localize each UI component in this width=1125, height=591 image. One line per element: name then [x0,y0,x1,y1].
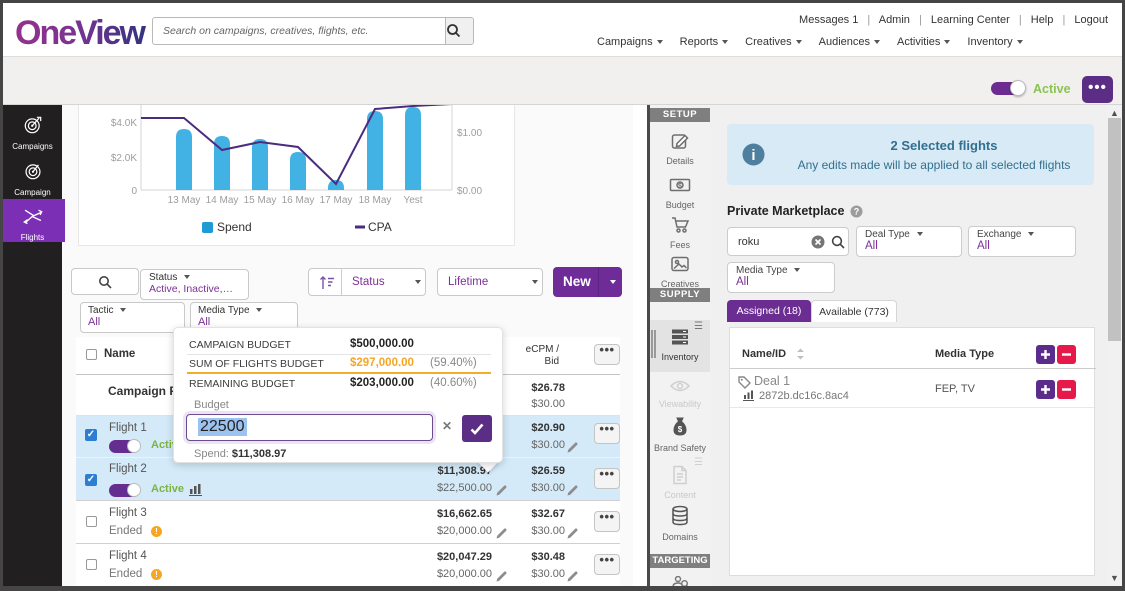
svg-text:13 May: 13 May [168,195,201,206]
svg-text:16 May: 16 May [282,195,315,206]
svg-text:$0.00: $0.00 [457,186,482,197]
svg-text:17 May: 17 May [320,195,353,206]
svg-text:$2.0K: $2.0K [111,153,137,164]
svg-text:$4.0K: $4.0K [111,118,137,129]
svg-text:14 May: 14 May [206,195,239,206]
svg-text:$1.00: $1.00 [457,128,482,139]
svg-text:$: $ [678,183,682,190]
svg-text:18 May: 18 May [359,195,392,206]
svg-text:Spend: Spend [217,220,252,234]
svg-text:Yest: Yest [403,195,422,206]
svg-text:i: i [751,147,755,164]
svg-text:15 May: 15 May [244,195,277,206]
svg-text:CPA: CPA [368,220,392,234]
svg-text:OneView: OneView [15,14,147,52]
svg-text:$: $ [678,425,683,434]
svg-text:?: ? [854,207,860,217]
svg-text:0: 0 [131,186,137,197]
